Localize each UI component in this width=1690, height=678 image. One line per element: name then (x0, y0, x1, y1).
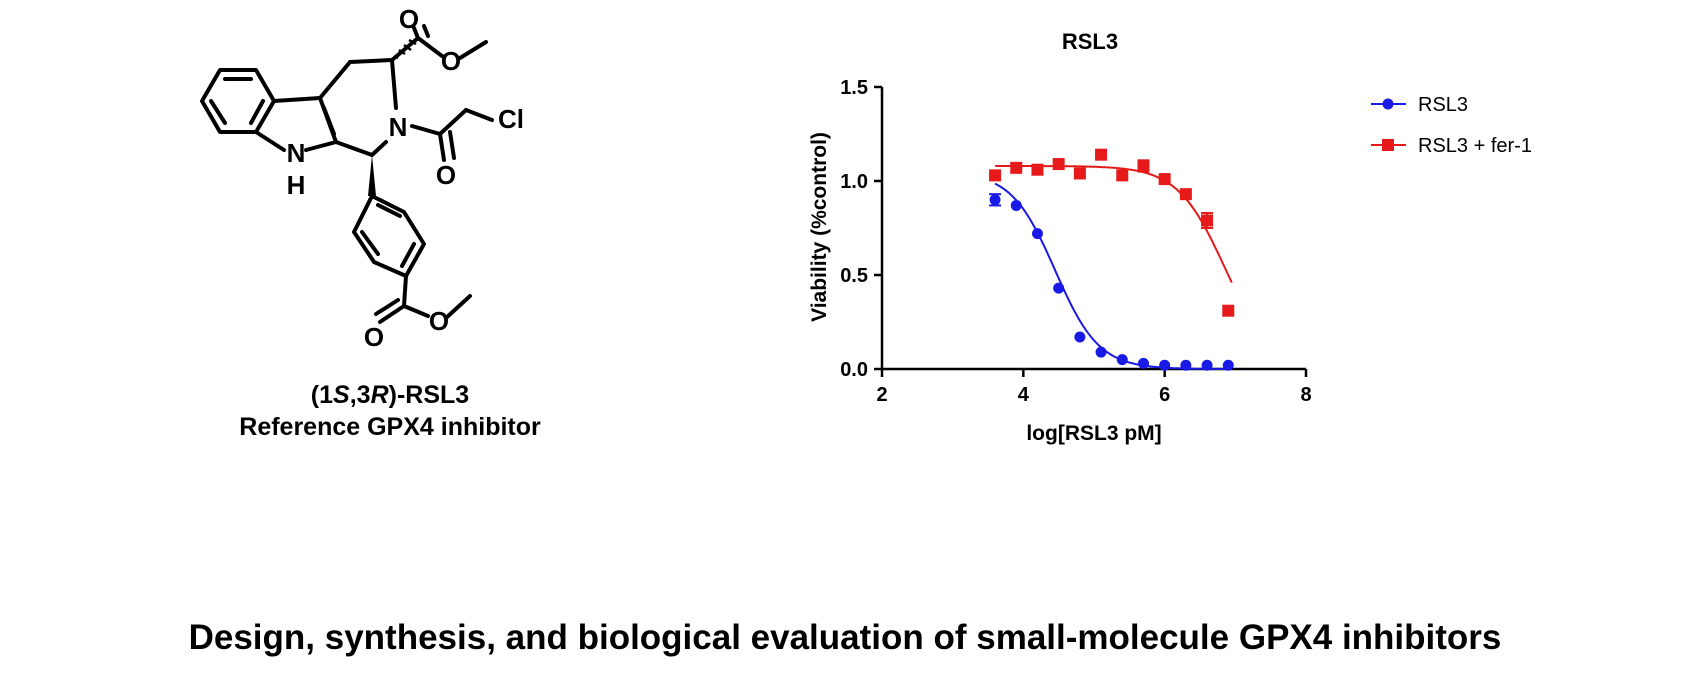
data-point-rsl3 (1201, 359, 1213, 371)
data-point-rsl3-fer1 (1010, 161, 1023, 174)
y-axis-label: Viability (%control) (808, 132, 831, 322)
data-point-rsl3 (1095, 346, 1107, 358)
fit-curve-1 (994, 182, 1232, 370)
data-point-rsl3-fer1 (1158, 173, 1171, 186)
fit-curve-2 (995, 165, 1233, 284)
dose-response-chart: RSL3 0.0 0.5 1.0 1.5 2 4 6 8 Viability (%contr… (808, 29, 1532, 445)
y-tick-label: 1.0 (840, 171, 868, 193)
data-point-rsl3 (1159, 359, 1171, 371)
hydrogen-atom: H (287, 170, 306, 200)
data-point-rsl3-fer1 (1222, 304, 1235, 317)
data-point-rsl3-fer1 (1095, 148, 1108, 161)
x-tick-label: 8 (1300, 384, 1311, 406)
legend-label: RSL3 (1418, 94, 1468, 116)
data-point-rsl3 (989, 194, 1001, 206)
data-point-rsl3-fer1 (1201, 214, 1214, 227)
data-point-rsl3 (1074, 331, 1086, 343)
data-point-rsl3 (1222, 359, 1234, 371)
data-point-rsl3 (1137, 357, 1149, 369)
oxygen-atom: O (436, 160, 456, 190)
data-point-rsl3-fer1 (1116, 169, 1129, 182)
compound-description: Reference GPX4 inhibitor (239, 413, 541, 441)
chart-title: RSL3 (1062, 29, 1118, 54)
x-axis-label: log[RSL3 pM] (1026, 422, 1161, 445)
data-point-rsl3 (1116, 354, 1128, 366)
compound-name: (1S,3R)-RSL3 (310, 381, 470, 409)
legend-marker-circle (1382, 98, 1394, 110)
y-tick-label: 0.0 (840, 359, 868, 381)
page-footer-title: Design, synthesis, and biological evalua… (188, 618, 1502, 657)
chart-legend: RSL3 RSL3 + fer-1 (1371, 94, 1532, 157)
data-point-rsl3-fer1 (1137, 159, 1150, 172)
data-point-rsl3 (1180, 359, 1192, 371)
data-point-rsl3-fer1 (1031, 163, 1044, 176)
data-point-rsl3 (1010, 199, 1022, 211)
y-tick-label: 0.5 (840, 265, 868, 287)
chlorine-atom: Cl (498, 104, 524, 134)
data-point-rsl3 (1053, 282, 1065, 294)
x-tick-label: 6 (1159, 384, 1170, 406)
data-point-rsl3-fer1 (1073, 167, 1086, 180)
rsl3-structure: O O N Cl O N H O O (200, 4, 524, 352)
oxygen-atom: O (441, 46, 461, 76)
legend-marker-square (1382, 139, 1394, 151)
oxygen-atom: O (364, 322, 384, 352)
y-tick-label: 1.5 (840, 77, 868, 99)
nitrogen-atom: N (389, 112, 408, 142)
data-point-rsl3-fer1 (1179, 188, 1192, 201)
oxygen-atom: O (429, 306, 449, 336)
x-tick-label: 4 (1018, 384, 1030, 406)
legend-label: RSL3 + fer-1 (1418, 135, 1532, 157)
data-point-rsl3 (1031, 228, 1043, 240)
x-tick-label: 2 (876, 384, 887, 406)
oxygen-atom: O (399, 4, 419, 34)
nitrogen-atom: N (287, 138, 306, 168)
data-point-rsl3-fer1 (1052, 158, 1065, 171)
data-point-rsl3-fer1 (989, 169, 1002, 182)
